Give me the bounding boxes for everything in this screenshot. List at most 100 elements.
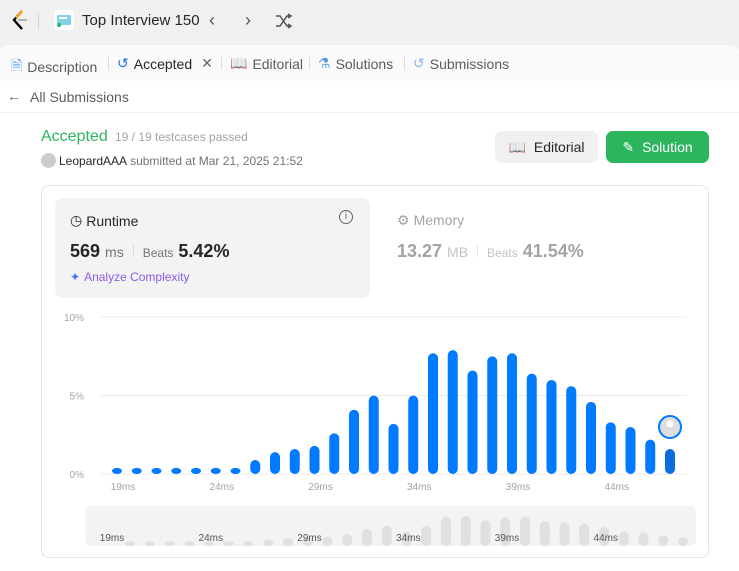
overview-bar: [500, 517, 511, 546]
chart-bar: [586, 401, 596, 474]
button-label: Editorial: [533, 139, 585, 155]
overview-x-label: 19ms: [100, 533, 124, 544]
overview-x-label: 29ms: [297, 533, 321, 544]
overview-bar: [480, 520, 491, 546]
button-label: Solution: [642, 139, 693, 155]
back-link-label: All Submissions: [30, 89, 129, 105]
solution-button[interactable]: ✎ Solution: [606, 131, 709, 163]
chart-bar: [191, 467, 201, 474]
chart-bar: [171, 467, 182, 474]
overview-bar: [223, 541, 234, 546]
runtime-value: 569: [70, 241, 101, 261]
overview-x-label: 39ms: [495, 533, 519, 544]
testcases-passed: 19 / 19 testcases passed: [115, 130, 248, 144]
chart-bar: [447, 350, 458, 474]
divider: [221, 57, 222, 70]
runtime-title: Runtime: [86, 212, 139, 229]
overview-bar: [144, 541, 155, 546]
editorial-button[interactable]: 📖 Editorial: [495, 131, 598, 163]
book-icon: 📖: [508, 138, 526, 155]
chart-bar: [210, 467, 221, 474]
runtime-distribution-chart[interactable]: 0% 5% 10% 19ms 19ms 24ms 24ms 29ms 29ms 34ms 34ms 3…: [42, 296, 710, 556]
avatar-head-icon: [666, 420, 674, 428]
runtime-beats: 5.42%: [178, 241, 230, 261]
chart-bar: [388, 423, 399, 474]
chart-bar: [112, 467, 122, 474]
divider: [108, 57, 109, 70]
x-tick-label: 34ms: [407, 482, 431, 493]
memory-panel[interactable]: ⚙ Memory 13.27 MB Beats 41.54%: [384, 198, 699, 298]
overview-bar: [599, 527, 609, 546]
history-icon: ↺: [117, 55, 129, 71]
all-submissions-link[interactable]: ← All Submissions: [0, 81, 739, 113]
submission-panel: 🗎 Description ↺ Accepted ✕ 📖 Editorial ⚗ Solu…: [0, 45, 739, 571]
arrow-left-icon: ←: [7, 88, 21, 104]
chart-bar: [645, 439, 656, 474]
chart-bar: [329, 433, 340, 474]
shuffle-icon[interactable]: [275, 13, 293, 29]
overview-bar: [441, 516, 451, 546]
overview-bar: [421, 525, 432, 546]
memory-beats: 41.54%: [522, 241, 584, 261]
prev-problem-icon[interactable]: ‹: [209, 10, 215, 30]
submitted-time: submitted at Mar 21, 2025 21:52: [130, 153, 303, 168]
y-tick-label: 0%: [70, 470, 85, 481]
clock-icon: ◷: [70, 212, 83, 228]
sparkle-icon: ✦: [70, 270, 81, 284]
overview-bar: [184, 541, 195, 546]
overview-bar: [164, 541, 175, 546]
tab-accepted[interactable]: ↺ Accepted ✕: [117, 55, 213, 72]
tab-label: Solutions: [335, 55, 394, 72]
overview-bar: [125, 541, 135, 546]
tab-submissions[interactable]: ↺ Submissions: [413, 55, 509, 72]
overview-bar: [520, 516, 530, 546]
chart-bar: [309, 445, 320, 474]
chart-bar: [230, 467, 241, 474]
overview-x-label: 24ms: [199, 533, 223, 544]
overview-bar: [539, 521, 550, 546]
info-icon[interactable]: i: [339, 210, 353, 224]
chart-bar: [349, 409, 359, 474]
x-tick-label: 19ms: [111, 482, 135, 493]
chart-bar: [487, 356, 498, 474]
overview-bar: [401, 531, 412, 546]
chart-bar: [605, 422, 616, 474]
document-icon: 🗎: [11, 57, 23, 73]
chart-bar: [428, 353, 438, 474]
beats-label: Beats: [487, 246, 518, 260]
tab-label: Editorial: [252, 55, 304, 72]
problem-list-title[interactable]: Top Interview 150: [82, 12, 200, 29]
overview-bar: [243, 541, 254, 546]
chart-bar: [289, 449, 300, 474]
username[interactable]: LeopardAAA: [59, 153, 128, 168]
tab-description[interactable]: 🗎 Description: [11, 55, 97, 79]
problem-list-icon[interactable]: [54, 10, 74, 30]
overview-bar: [342, 533, 353, 546]
tab-label: Description: [27, 59, 98, 75]
tab-label: Submissions: [429, 55, 510, 72]
overview-bar: [263, 539, 274, 546]
tab-solutions[interactable]: ⚗ Solutions: [318, 55, 393, 72]
close-tab-icon[interactable]: ✕: [201, 55, 213, 71]
divider: [309, 57, 310, 70]
analyze-complexity-button[interactable]: ✦ Analyze Complexity: [70, 270, 189, 284]
tab-editorial[interactable]: 📖 Editorial: [230, 55, 303, 72]
performance-card: ◷ Runtime i 569 ms Beats 5.42% ✦ Analyze C…: [41, 185, 709, 558]
overview-x-label: 34ms: [396, 533, 420, 544]
top-bar: Top Interview 150 ‹ ›: [0, 0, 739, 44]
avatar[interactable]: [41, 153, 56, 168]
chart-bar: [625, 427, 636, 474]
overview-bar: [579, 523, 590, 546]
flask-icon: ⚗: [318, 55, 331, 71]
runtime-panel[interactable]: ◷ Runtime i 569 ms Beats 5.42% ✦ Analyze C…: [55, 198, 370, 298]
memory-title: Memory: [413, 212, 465, 228]
next-problem-icon[interactable]: ›: [245, 10, 251, 30]
runtime-unit: ms: [105, 244, 124, 260]
chart-bar: [467, 370, 478, 474]
overview-bar: [283, 537, 293, 546]
leetcode-logo-icon[interactable]: [10, 9, 30, 31]
divider: [132, 244, 134, 257]
memory-value: 13.27: [397, 241, 443, 261]
chart-bar: [368, 395, 379, 474]
edit-icon: ✎: [622, 138, 635, 155]
